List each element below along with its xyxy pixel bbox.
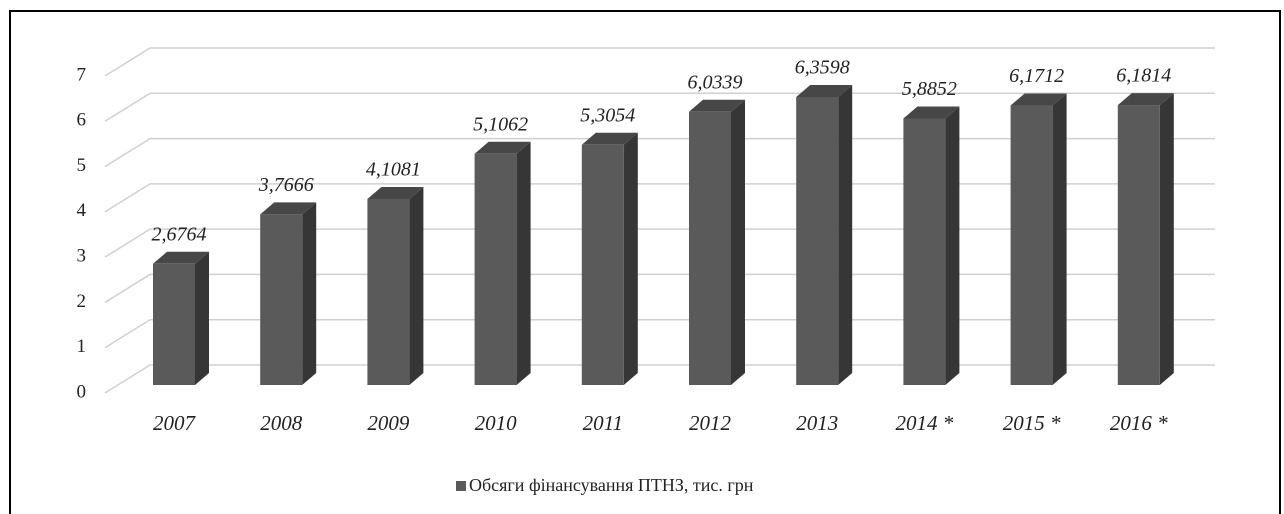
bar-side xyxy=(623,132,638,385)
bar-side xyxy=(195,251,209,385)
bar-top xyxy=(581,132,638,145)
bar xyxy=(474,153,517,385)
x-tick-label: 2010 xyxy=(475,411,518,435)
bar-top xyxy=(367,186,424,199)
grid-line xyxy=(104,228,1215,258)
bar-top xyxy=(1010,93,1067,106)
y-tick-label: 7 xyxy=(77,64,87,85)
bar xyxy=(796,96,839,385)
bar xyxy=(903,118,946,386)
x-tick-label: 2009 xyxy=(367,411,410,435)
grid-line xyxy=(104,137,1215,168)
x-tick-label: 2015 * xyxy=(1003,411,1061,435)
bar-side xyxy=(516,141,531,385)
bar xyxy=(260,214,303,385)
x-tick-label: 2007 xyxy=(153,411,197,435)
bar-side xyxy=(409,186,424,385)
bar xyxy=(1010,105,1053,385)
bar-top xyxy=(903,106,960,119)
x-tick-label: 2014 * xyxy=(896,411,954,435)
value-label: 3,7666 xyxy=(258,174,314,196)
x-tick-label: 2012 xyxy=(689,411,732,435)
y-tick-label: 5 xyxy=(77,155,87,176)
x-tick-label: 2008 xyxy=(260,411,303,435)
x-tick-label: 2013 xyxy=(796,411,838,435)
bar xyxy=(581,144,624,385)
bar xyxy=(1117,105,1160,385)
bar-side xyxy=(1052,93,1067,385)
value-label: 5,8852 xyxy=(902,78,957,100)
bar-side xyxy=(731,99,745,386)
bar-top xyxy=(474,141,531,154)
y-tick-label: 1 xyxy=(77,336,87,357)
legend-swatch xyxy=(456,481,466,491)
bar-side xyxy=(945,106,960,386)
grid-line xyxy=(104,47,1215,77)
bar-top xyxy=(796,84,853,97)
bar-side xyxy=(302,202,317,385)
grid-line xyxy=(104,364,1215,394)
value-label: 5,3054 xyxy=(580,104,635,126)
bar-side xyxy=(1159,93,1174,385)
y-tick-label: 0 xyxy=(77,381,87,402)
value-label: 6,3598 xyxy=(795,57,850,79)
bar xyxy=(153,263,195,385)
grid-line xyxy=(104,92,1215,122)
bar-side xyxy=(838,84,853,385)
value-label: 6,1814 xyxy=(1116,65,1171,87)
bar-top xyxy=(260,202,317,215)
value-label: 2,6764 xyxy=(152,223,207,245)
frame xyxy=(9,10,1281,514)
bar xyxy=(689,111,731,386)
x-tick-label: 2016 * xyxy=(1110,411,1168,435)
value-label: 5,1062 xyxy=(473,113,528,135)
y-tick-label: 6 xyxy=(77,110,87,131)
y-tick-label: 3 xyxy=(77,246,87,267)
value-label: 4,1081 xyxy=(366,159,421,181)
legend-label: Обсяги фінансування ПТНЗ, тис. грн xyxy=(469,475,754,495)
bar-top xyxy=(1117,93,1174,106)
value-label: 6,1712 xyxy=(1009,65,1064,87)
grid-line xyxy=(104,183,1215,213)
grid-line xyxy=(104,318,1215,349)
grid-line xyxy=(104,273,1215,304)
y-tick-label: 2 xyxy=(77,291,87,312)
bar-top xyxy=(153,251,209,264)
x-tick-label: 2011 xyxy=(583,411,623,435)
bar-top xyxy=(689,99,745,112)
value-label: 6,0339 xyxy=(688,71,743,93)
bar xyxy=(367,198,410,385)
y-tick-label: 4 xyxy=(77,200,87,221)
